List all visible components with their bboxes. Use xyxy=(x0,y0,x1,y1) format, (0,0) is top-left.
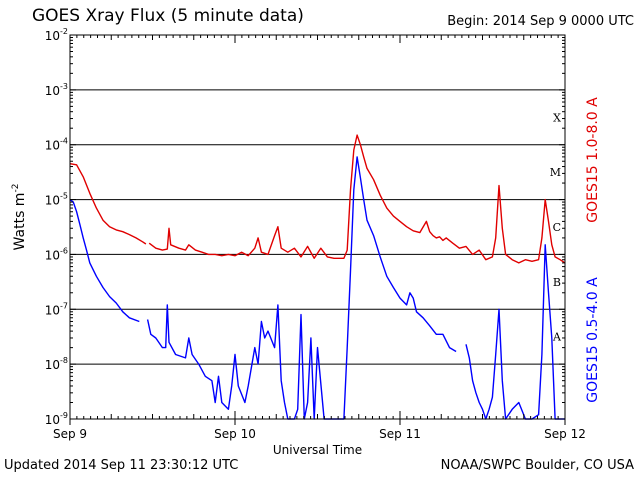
series-layer xyxy=(69,134,566,420)
flare-class-x: X xyxy=(553,111,561,124)
series-long-channel-line xyxy=(69,134,566,264)
y-tick-label: 10-3 xyxy=(45,82,68,98)
legend-short-channel: GOES15 0.5-4.0 A xyxy=(585,277,601,403)
y-tick-label: 10-9 xyxy=(45,411,68,427)
series-short-channel-line xyxy=(69,156,565,420)
y-tick-label: 10-6 xyxy=(45,246,68,262)
x-tick-label: Sep 10 xyxy=(214,427,256,441)
y-tick-label: 10-8 xyxy=(45,356,68,372)
flare-class-m: M xyxy=(550,166,561,179)
chart-title: GOES Xray Flux (5 minute data) xyxy=(32,6,304,26)
plot-grid xyxy=(70,89,565,365)
flare-class-c: C xyxy=(553,221,561,234)
y-tick-label: 10-5 xyxy=(45,192,68,208)
x-axis-label: Universal Time xyxy=(273,443,362,457)
flare-class-labels: A B C M X xyxy=(550,111,562,343)
x-tick-label: Sep 12 xyxy=(544,427,586,441)
x-tick-label: Sep 9 xyxy=(53,427,87,441)
updated-timestamp: Updated 2014 Sep 11 23:30:12 UTC xyxy=(4,458,239,473)
y-tick-label: 10-4 xyxy=(45,137,68,153)
flare-class-b: B xyxy=(553,276,561,289)
y-tick-label: 10-2 xyxy=(45,27,68,43)
y-axis-label: Watts m-2 xyxy=(11,184,28,251)
axes: 10-9 10-8 10-7 10-6 10-5 10-4 10-3 10-2 Sep 9 Sep… xyxy=(45,27,586,441)
credit-line: NOAA/SWPC Boulder, CO USA xyxy=(440,458,634,473)
legend-long-channel: GOES15 1.0-8.0 A xyxy=(585,97,601,223)
flare-class-a: A xyxy=(552,331,562,344)
x-tick-label: Sep 11 xyxy=(379,427,421,441)
begin-timestamp: Begin: 2014 Sep 9 0000 UTC xyxy=(447,14,634,29)
y-tick-label: 10-7 xyxy=(45,301,68,317)
